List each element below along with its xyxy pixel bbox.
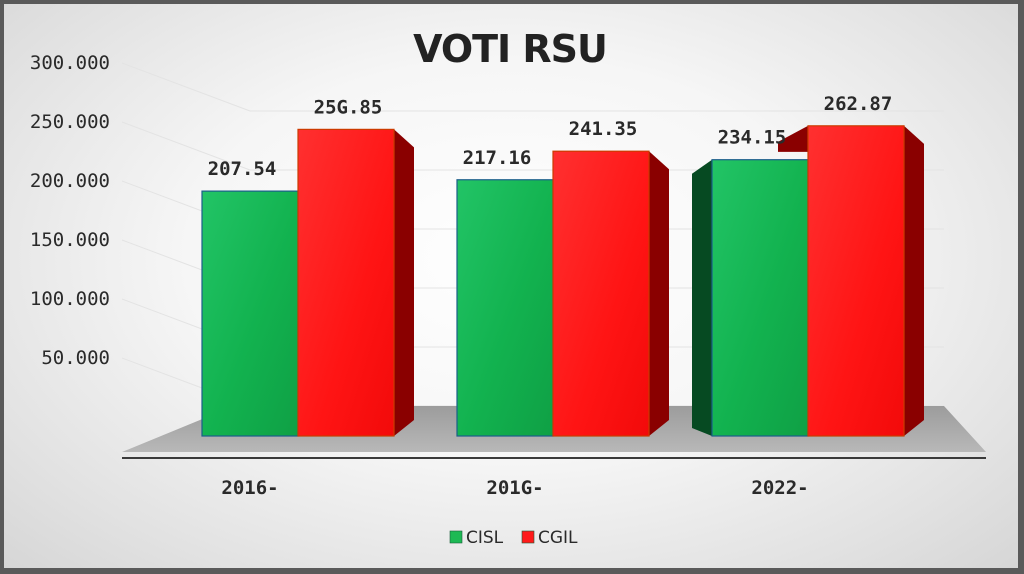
chart-title: VOTI RSU: [413, 27, 607, 71]
x-category-label: 2016-: [221, 477, 278, 499]
bar-cgil: [552, 150, 650, 437]
legend-swatch-cisl: [449, 530, 463, 544]
bar-side-cgil: [904, 125, 924, 436]
bar-side-cgil: [649, 151, 669, 436]
gridline-diagonal: [121, 62, 251, 112]
legend-label-cgil: CGIL: [538, 528, 578, 548]
bar-side-cisl: [692, 159, 712, 436]
x-category-label: 201G-: [486, 477, 543, 499]
bars: [201, 125, 924, 437]
bar-cisl: [711, 159, 809, 437]
x-category-label: 2022-: [751, 477, 808, 499]
chart: 50.000 100.000 150.000 200.000 250.000 300.00…: [30, 27, 986, 548]
data-labels: 207.54 25G.85 217.16 241.35 234.15 262.87: [208, 93, 893, 180]
data-label-cgil: 241.35: [569, 118, 638, 140]
data-label-cgil: 262.87: [824, 93, 893, 115]
y-tick-label: 300.000: [30, 52, 110, 74]
data-label-cgil: 25G.85: [314, 96, 383, 118]
legend: CISL CGIL: [449, 528, 578, 548]
data-label-cisl: 234.15: [718, 127, 787, 149]
bar-side-cgil: [394, 129, 414, 436]
bar-side-cgil: [778, 125, 808, 152]
bar-cgil: [297, 128, 395, 437]
y-tick-label: 100.000: [30, 288, 110, 310]
bar-cisl: [201, 190, 299, 437]
y-tick-label: 250.000: [30, 111, 110, 133]
y-axis-ticks: 50.000 100.000 150.000 200.000 250.000 300.00…: [30, 52, 110, 369]
bar-cgil: [807, 125, 905, 437]
x-axis-categories: 2016- 201G- 2022-: [221, 477, 808, 499]
bar-cisl: [456, 179, 554, 437]
gridline-diagonal: [121, 121, 251, 171]
legend-swatch-cgil: [521, 530, 535, 544]
chart-frame: 50.000 100.000 150.000 200.000 250.000 300.00…: [4, 4, 1018, 568]
data-label-cisl: 207.54: [208, 158, 277, 180]
legend-label-cisl: CISL: [466, 528, 504, 548]
data-label-cisl: 217.16: [463, 147, 532, 169]
y-tick-label: 150.000: [30, 229, 110, 251]
y-tick-label: 200.000: [30, 170, 110, 192]
y-tick-label: 50.000: [41, 347, 110, 369]
